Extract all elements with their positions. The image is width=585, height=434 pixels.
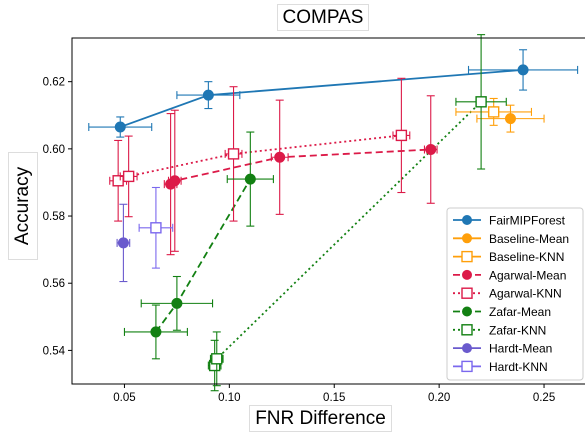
- legend-marker: [461, 287, 473, 299]
- y-tick-label: 0.62: [43, 77, 65, 89]
- data-point: [425, 144, 437, 156]
- data-point: [114, 121, 126, 133]
- legend: FairMIPForest Baseline-Mean Baseline-KNN Ag…: [446, 207, 584, 381]
- legend-marker: [462, 215, 472, 225]
- data-point: [244, 173, 256, 185]
- y-axis-label: Accuracy: [12, 166, 33, 246]
- x-axis-label: FNR Difference: [249, 405, 392, 432]
- legend-marker: [461, 324, 473, 336]
- data-point: [487, 106, 500, 118]
- data-point: [169, 175, 181, 187]
- data-point: [274, 151, 286, 163]
- data-point: [122, 170, 135, 183]
- legend-marker: [462, 233, 472, 244]
- legend-marker: [462, 306, 472, 317]
- plot-frame: [71, 37, 585, 385]
- y-tick-label: 0.58: [43, 211, 65, 223]
- y-tick-label: 0.54: [43, 345, 66, 357]
- chart-title: COMPAS: [277, 4, 369, 31]
- legend-marker: [461, 360, 473, 373]
- data-point: [112, 175, 124, 187]
- legend-label: Zafar-KNN: [489, 323, 546, 337]
- y-tick-label: 0.60: [43, 144, 65, 156]
- data-point: [202, 89, 214, 101]
- legend-box: [446, 207, 584, 381]
- legend-marker: [461, 250, 473, 263]
- data-point: [171, 297, 183, 309]
- axes: 0.05 0.10 0.15 0.20 0.25 0.54 0.56 0.58 0.60 0.62: [43, 37, 585, 404]
- legend-label: Baseline-KNN: [489, 250, 564, 264]
- data-point: [504, 113, 516, 125]
- legend-label: Agarwal-Mean: [489, 268, 566, 282]
- data-point: [211, 353, 223, 365]
- series-line: [213, 101, 482, 366]
- legend-label: FairMIPForest: [489, 214, 566, 228]
- series-line: [170, 148, 431, 185]
- data-point: [227, 148, 240, 160]
- x-tick-label: 0.25: [533, 392, 555, 404]
- x-tick-label: 0.15: [323, 392, 345, 404]
- legend-label: Hardt-Mean: [489, 342, 552, 356]
- series-line: [119, 69, 524, 128]
- legend-label: Baseline-Mean: [489, 232, 569, 246]
- legend-label: Zafar-Mean: [489, 305, 551, 319]
- data-point: [150, 222, 162, 234]
- plot-area: [88, 34, 579, 392]
- x-tick-label: 0.20: [428, 392, 450, 404]
- x-tick-label: 0.10: [218, 392, 240, 404]
- data-point: [475, 96, 487, 108]
- legend-marker: [462, 269, 472, 280]
- data-point: [517, 64, 529, 76]
- x-tick-label: 0.05: [113, 392, 135, 404]
- legend-marker: [462, 343, 472, 354]
- y-tick-label: 0.56: [43, 278, 65, 290]
- data-point: [117, 237, 129, 249]
- series-line: [117, 134, 402, 182]
- legend-label: Hardt-KNN: [489, 360, 548, 374]
- legend-label: Agarwal-KNN: [489, 287, 562, 301]
- data-point: [395, 129, 408, 142]
- data-point: [150, 326, 162, 338]
- y-axis-label-box: Accuracy: [8, 152, 38, 260]
